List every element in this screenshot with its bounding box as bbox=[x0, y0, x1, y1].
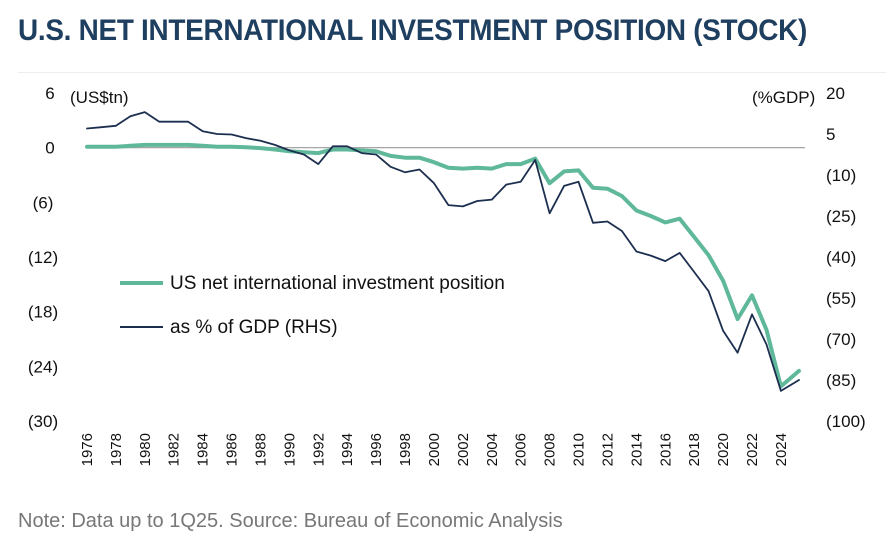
right-axis-tick-label: (10) bbox=[826, 166, 856, 185]
right-axis-tick-label: (40) bbox=[826, 248, 856, 267]
x-axis-tick-label: 2018 bbox=[686, 433, 703, 466]
x-axis-tick-label: 2010 bbox=[571, 433, 588, 466]
x-axis-tick-label: 1976 bbox=[79, 433, 96, 466]
right-axis-tick-label: (100) bbox=[826, 412, 866, 431]
niip-series-line bbox=[85, 142, 801, 389]
x-axis-tick-label: 2012 bbox=[599, 433, 616, 466]
x-axis-tick-label: 1978 bbox=[108, 433, 125, 466]
left-axis-tick-label: 0 bbox=[45, 139, 54, 158]
chart-panel: 6 0 (6) (12) (18) (24) (30) (US$tn) 20 5 (10) (25) (… bbox=[18, 72, 886, 499]
x-axis-tick-label: 2004 bbox=[484, 433, 501, 466]
gdp-share-series-line bbox=[86, 111, 800, 392]
x-axis-tick-label: 1988 bbox=[252, 433, 269, 466]
x-axis-tick-label: 2000 bbox=[426, 433, 443, 466]
left-axis-tick-label: (12) bbox=[28, 248, 58, 267]
x-axis-tick-label: 2020 bbox=[715, 433, 732, 466]
chart: 6 0 (6) (12) (18) (24) (30) (US$tn) 20 5 (10) (25) (… bbox=[28, 84, 866, 466]
chart-title: U.S. NET INTERNATIONAL INVESTMENT POSITI… bbox=[18, 14, 807, 47]
left-axis-tick-label: 6 bbox=[45, 84, 54, 103]
x-axis-tick-label: 2006 bbox=[513, 433, 530, 466]
left-axis-tick-label: (24) bbox=[28, 357, 58, 376]
right-axis-tick-label: 20 bbox=[826, 84, 845, 103]
legend-entry-niip-label: US net international investment position bbox=[170, 273, 505, 294]
x-axis-tick-label: 1998 bbox=[397, 433, 414, 466]
x-axis-tick-label: 1996 bbox=[368, 433, 385, 466]
source-note: Note: Data up to 1Q25. Source: Bureau of… bbox=[18, 510, 563, 532]
x-axis-tick-label: 1984 bbox=[195, 433, 212, 466]
x-axis-tick-label: 1990 bbox=[281, 433, 298, 466]
x-axis-tick-label: 1982 bbox=[166, 433, 183, 466]
right-axis-tick-label: (70) bbox=[826, 330, 856, 349]
legend-entry-gdp-share-label: as % of GDP (RHS) bbox=[170, 317, 338, 338]
right-axis-tick-label: (55) bbox=[826, 289, 856, 308]
left-axis-tick-label: (6) bbox=[33, 193, 54, 212]
x-axis-tick-label: 2024 bbox=[773, 433, 790, 466]
x-axis-tick-label: 2002 bbox=[455, 433, 472, 466]
right-axis-tick-label: 5 bbox=[826, 125, 835, 144]
x-axis-tick-label: 1980 bbox=[137, 433, 154, 466]
x-axis-tick-label: 2016 bbox=[657, 433, 674, 466]
x-axis-tick-label: 2022 bbox=[744, 433, 761, 466]
right-axis-tick-label: (25) bbox=[826, 207, 856, 226]
x-axis-tick-label: 2008 bbox=[542, 433, 559, 466]
x-axis-tick-label: 2014 bbox=[628, 433, 645, 466]
left-axis-tick-label: (18) bbox=[28, 303, 58, 322]
x-axis-tick-label: 1986 bbox=[224, 433, 241, 466]
x-axis-tick-label: 1992 bbox=[310, 433, 327, 466]
left-axis-tick-label: (30) bbox=[28, 412, 58, 431]
right-axis-unit-label: (%GDP) bbox=[752, 88, 815, 107]
left-axis-unit-label: (US$tn) bbox=[70, 88, 129, 107]
right-axis-tick-label: (85) bbox=[826, 371, 856, 390]
x-axis-tick-label: 1994 bbox=[339, 433, 356, 466]
